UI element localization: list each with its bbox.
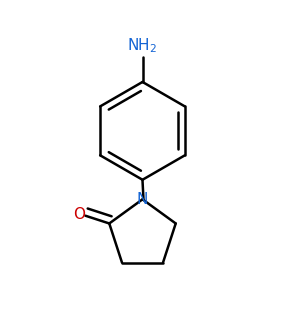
- Text: NH$_2$: NH$_2$: [127, 37, 158, 55]
- Text: N: N: [137, 192, 148, 207]
- Text: O: O: [73, 207, 85, 222]
